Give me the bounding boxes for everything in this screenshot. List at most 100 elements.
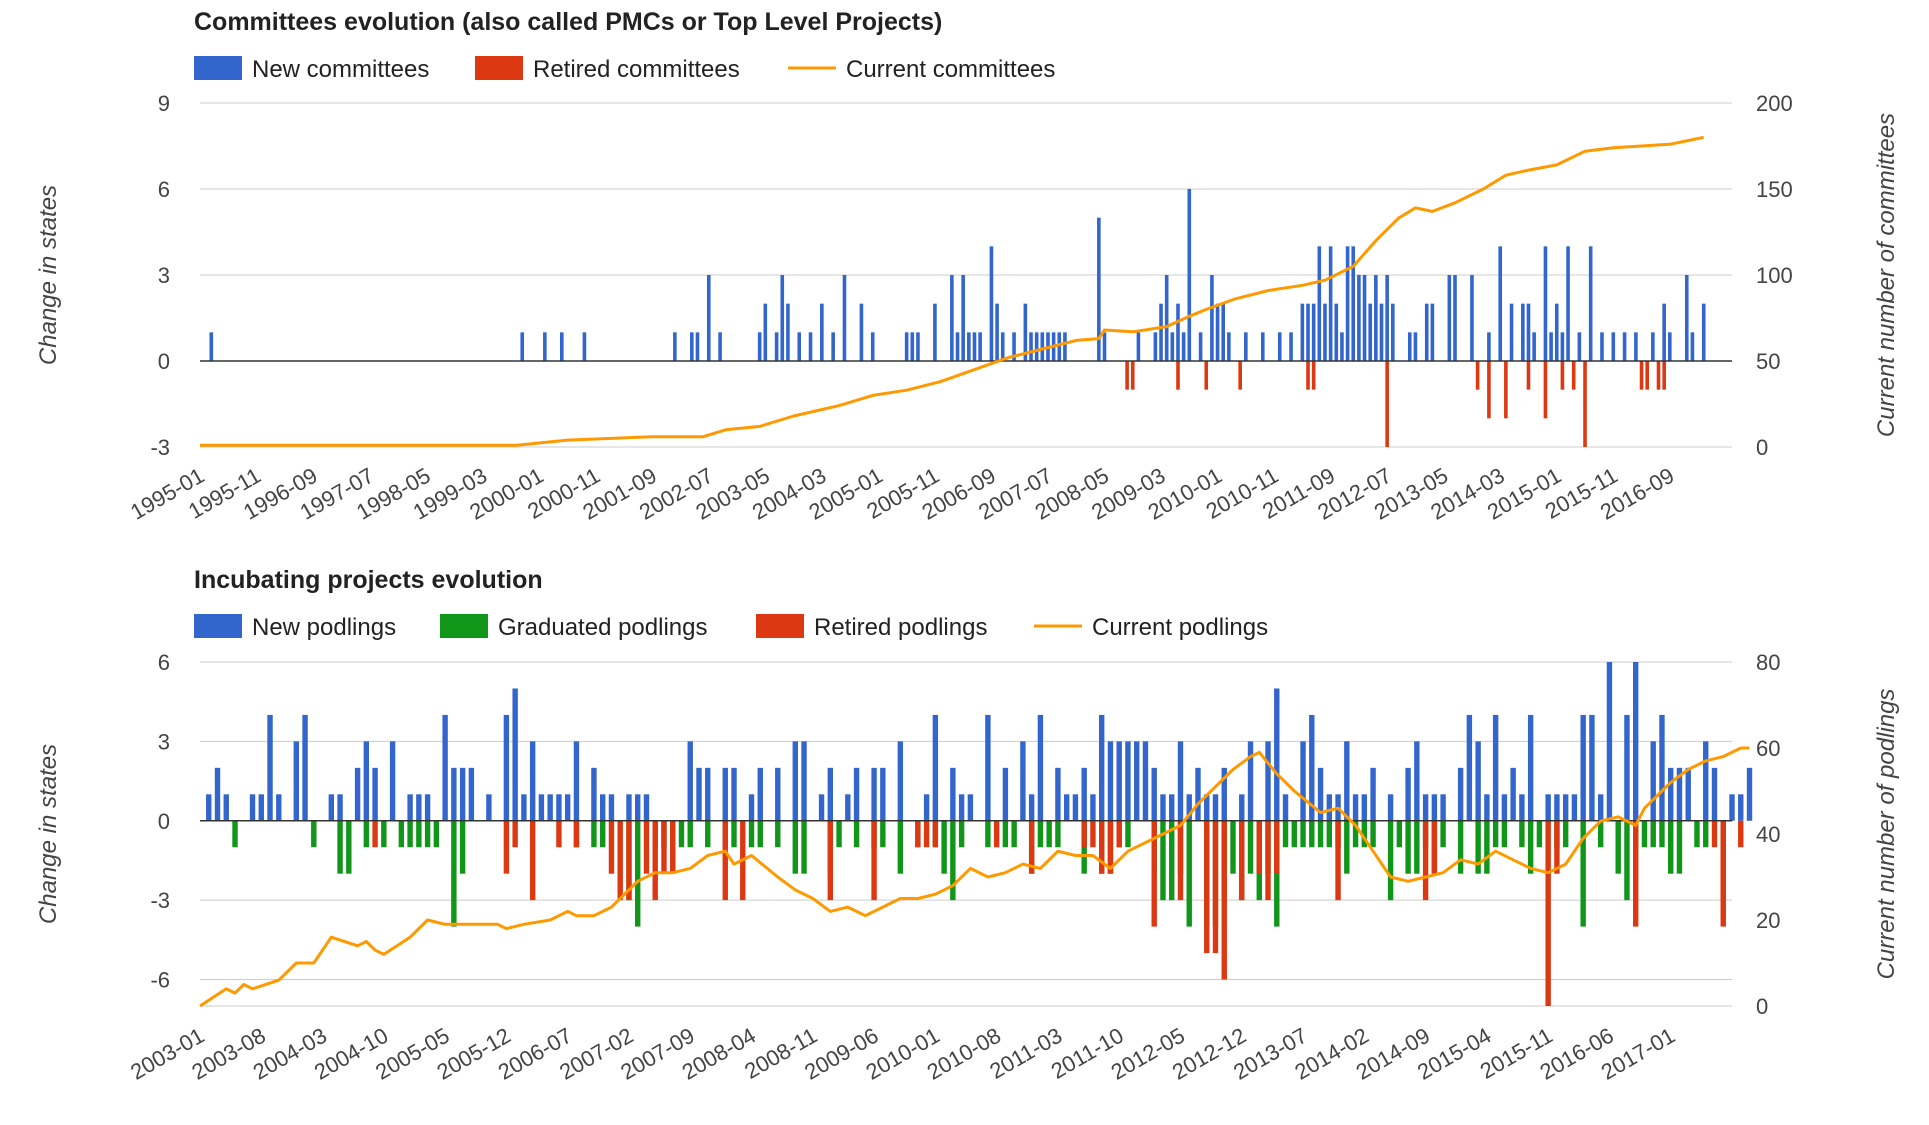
bar [1405, 820, 1411, 874]
bar [1028, 820, 1035, 874]
chart-title: Committees evolution (also called PMCs o… [194, 8, 942, 36]
bar [1526, 303, 1531, 361]
bar [1571, 361, 1576, 390]
bar [1028, 794, 1035, 821]
bar [1484, 820, 1490, 874]
bar [1317, 767, 1324, 821]
bar [808, 332, 813, 361]
bar [1170, 332, 1175, 361]
bar [1492, 820, 1499, 848]
bar [468, 767, 475, 821]
committees-chart: Committees evolution (also called PMCs o… [35, 8, 1900, 525]
bar [897, 820, 904, 874]
y2-tick-label: 60 [1756, 736, 1780, 761]
legend-label: Graduated podlings [498, 614, 707, 641]
podlings-chart: Incubating projects evolution New podling… [35, 566, 1900, 1085]
bar [416, 794, 422, 821]
bar [1611, 332, 1616, 361]
bar [696, 767, 702, 821]
legend-item-new-podlings: New podlings [194, 614, 396, 641]
bar [1543, 246, 1548, 361]
bar [661, 820, 667, 874]
bar [941, 820, 947, 874]
bar [591, 767, 597, 821]
series-line-current [200, 135, 1704, 447]
legend-item-graduated-podlings: Graduated podlings [440, 614, 707, 641]
bar [950, 767, 956, 821]
bar [836, 820, 842, 848]
bar [267, 714, 273, 821]
y-tick-label: 6 [158, 650, 170, 675]
bar [1453, 275, 1457, 361]
bar [774, 332, 779, 361]
bar [1387, 794, 1394, 821]
bar [797, 332, 802, 361]
bar [1487, 332, 1491, 361]
bar [1659, 714, 1665, 821]
bar [1711, 767, 1718, 821]
y2-tick-label: 200 [1756, 91, 1793, 116]
bar [1597, 794, 1604, 821]
bar [1134, 741, 1140, 821]
bar [1703, 741, 1709, 821]
bar [1431, 794, 1438, 821]
legend-swatch [194, 56, 242, 80]
bar [1081, 820, 1087, 848]
bar [1277, 332, 1282, 361]
bar [1362, 275, 1367, 361]
bar [1729, 794, 1735, 821]
bar [503, 820, 510, 874]
bar [1023, 303, 1028, 361]
bar [1055, 767, 1061, 821]
bar [381, 820, 387, 848]
bar [801, 741, 807, 821]
bar [1545, 820, 1551, 1006]
bar [1195, 767, 1201, 821]
bar [1571, 794, 1578, 821]
bar [1136, 332, 1141, 361]
bar [1650, 820, 1656, 848]
bar [1414, 820, 1420, 874]
bar [775, 767, 781, 821]
y-tick-label: 3 [158, 263, 170, 288]
bar [1300, 303, 1305, 361]
bar [1265, 820, 1271, 901]
bar [958, 794, 965, 821]
bar [1256, 820, 1262, 874]
bar [757, 820, 763, 848]
y2-tick-label: 0 [1756, 435, 1768, 460]
bar [1422, 820, 1429, 901]
bar [433, 820, 440, 848]
bar [1580, 714, 1586, 821]
chart-title: Incubating projects evolution [194, 566, 543, 594]
bar [276, 794, 282, 821]
bar [1063, 794, 1070, 821]
bar [705, 767, 711, 821]
bar [1239, 820, 1245, 901]
bar [1566, 246, 1570, 361]
bar [1176, 361, 1180, 390]
bar [1738, 794, 1744, 821]
bar [993, 820, 1000, 848]
bar [1527, 820, 1534, 874]
bar [678, 820, 685, 848]
bar [346, 820, 352, 874]
bar [1311, 303, 1316, 361]
bar [1746, 767, 1753, 821]
bar [398, 820, 405, 848]
bar [573, 741, 580, 821]
bar [1247, 820, 1254, 874]
bar [1328, 246, 1333, 361]
bar [1125, 741, 1131, 821]
bar [311, 820, 317, 848]
bar [1487, 361, 1491, 419]
bar [1560, 361, 1565, 390]
bar [1701, 303, 1706, 361]
bar [1116, 741, 1122, 821]
bar [1326, 820, 1333, 848]
bar [1622, 332, 1627, 361]
bar [853, 820, 860, 848]
bar [871, 767, 877, 821]
legend-label: New committees [252, 56, 429, 83]
